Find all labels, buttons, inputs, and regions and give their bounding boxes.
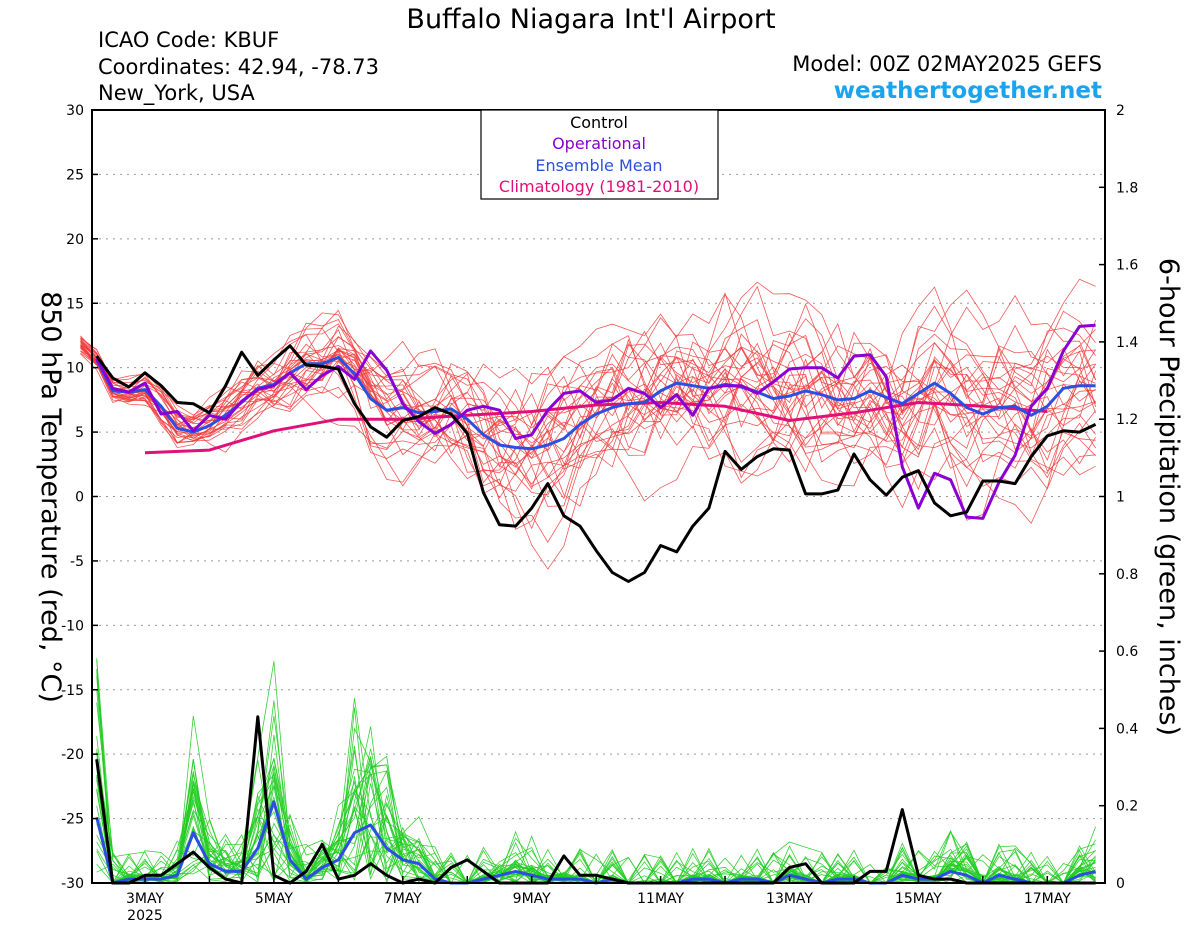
y-left-tick-label: 10 bbox=[66, 361, 84, 377]
temperature-member-line bbox=[80, 312, 1096, 456]
station-coordinates: Coordinates: 42.94, -78.73 bbox=[98, 55, 379, 79]
axis-ticks: 302520151050-5-10-15-20-25-3021.81.61.41… bbox=[61, 103, 1138, 924]
x-tick-label: 15MAY bbox=[895, 891, 942, 907]
ensemble-temperature-members bbox=[80, 278, 1096, 570]
legend: Control Operational Ensemble Mean Climat… bbox=[480, 109, 719, 200]
temperature-member-line bbox=[80, 333, 1096, 474]
precipitation-member-line bbox=[96, 700, 1096, 884]
y-left-tick-label: 5 bbox=[75, 425, 84, 441]
x-tick-label: 13MAY bbox=[766, 891, 813, 907]
y-right-tick-label: 1.2 bbox=[1116, 412, 1138, 428]
y-right-tick-label: 0.8 bbox=[1116, 567, 1138, 583]
precipitation-member-line bbox=[96, 702, 1096, 884]
x-tick-label: 3MAY bbox=[126, 891, 164, 907]
y-right-tick-label: 0 bbox=[1116, 876, 1125, 892]
temperature-member-line bbox=[80, 336, 1096, 461]
temperature-member-line bbox=[80, 303, 1096, 441]
control-temperature-line bbox=[95, 344, 1097, 583]
y-right-tick-label: 1 bbox=[1116, 490, 1125, 506]
y-left-tick-label: 15 bbox=[66, 296, 84, 312]
temperature-member-line bbox=[80, 294, 1096, 454]
grid-lines bbox=[92, 173, 1105, 820]
x-tick-label: 11MAY bbox=[637, 891, 684, 907]
y-left-tick-label: 25 bbox=[66, 167, 84, 183]
temperature-member-line bbox=[80, 292, 1096, 473]
site-link[interactable]: weathertogether.net bbox=[834, 78, 1102, 104]
y-left-tick-label: -20 bbox=[61, 747, 84, 763]
y-right-tick-label: 0.6 bbox=[1116, 644, 1138, 660]
y-left-tick-label: -5 bbox=[70, 554, 84, 570]
temperature-member-line bbox=[80, 327, 1096, 483]
legend-operational: Operational bbox=[552, 134, 646, 153]
x-tick-label: 7MAY bbox=[384, 891, 422, 907]
temperature-member-line bbox=[80, 318, 1096, 525]
y-left-axis-title: 850 hPa Temperature (red, °C) bbox=[35, 291, 66, 703]
legend-box bbox=[480, 109, 719, 200]
station-region: New_York, USA bbox=[98, 81, 255, 106]
legend-climatology: Climatology (1981-2010) bbox=[499, 177, 699, 196]
temperature-member-line bbox=[80, 309, 1096, 543]
legend-ensemble-mean: Ensemble Mean bbox=[535, 156, 662, 175]
y-right-tick-label: 1.8 bbox=[1116, 180, 1138, 196]
y-right-tick-label: 1.6 bbox=[1116, 258, 1138, 274]
control-precipitation-line bbox=[95, 715, 1096, 885]
ensemble-precipitation-members bbox=[96, 658, 1096, 885]
temperature-member-line bbox=[80, 329, 1096, 490]
station-code: ICAO Code: KBUF bbox=[98, 28, 279, 52]
x-year-label: 2025 bbox=[127, 908, 163, 924]
temperature-member-line bbox=[80, 289, 1096, 468]
precipitation-member-line bbox=[96, 698, 1096, 884]
y-left-tick-label: -30 bbox=[61, 876, 84, 892]
chart-title: Buffalo Niagara Int'l Airport bbox=[406, 4, 775, 35]
climatology-temperature-line bbox=[144, 401, 1048, 455]
legend-control: Control bbox=[570, 113, 628, 132]
operational-temperature-line bbox=[95, 323, 1096, 520]
x-tick-label: 5MAY bbox=[255, 891, 293, 907]
y-left-tick-label: 20 bbox=[66, 232, 84, 248]
temperature-member-line bbox=[80, 305, 1096, 507]
y-left-tick-label: -10 bbox=[61, 618, 84, 634]
y-right-tick-label: 2 bbox=[1116, 103, 1125, 119]
y-right-axis-title: 6-hour Precipitation (green, inches) bbox=[1153, 258, 1184, 736]
temperature-member-line bbox=[80, 313, 1096, 479]
precipitation-member-line bbox=[96, 707, 1096, 884]
temperature-member-line bbox=[80, 338, 1096, 492]
x-tick-label: 17MAY bbox=[1024, 891, 1071, 907]
temperature-member-line bbox=[80, 285, 1096, 488]
y-right-tick-label: 1.4 bbox=[1116, 335, 1138, 351]
x-tick-label: 9MAY bbox=[513, 891, 551, 907]
y-right-tick-label: 0.2 bbox=[1116, 799, 1138, 815]
y-left-tick-label: -25 bbox=[61, 812, 84, 828]
y-left-tick-label: -15 bbox=[61, 683, 84, 699]
y-left-tick-label: 30 bbox=[66, 103, 84, 119]
model-run: Model: 00Z 02MAY2025 GEFS bbox=[792, 52, 1102, 76]
y-left-tick-label: 0 bbox=[75, 490, 84, 506]
y-right-tick-label: 0.4 bbox=[1116, 721, 1138, 737]
